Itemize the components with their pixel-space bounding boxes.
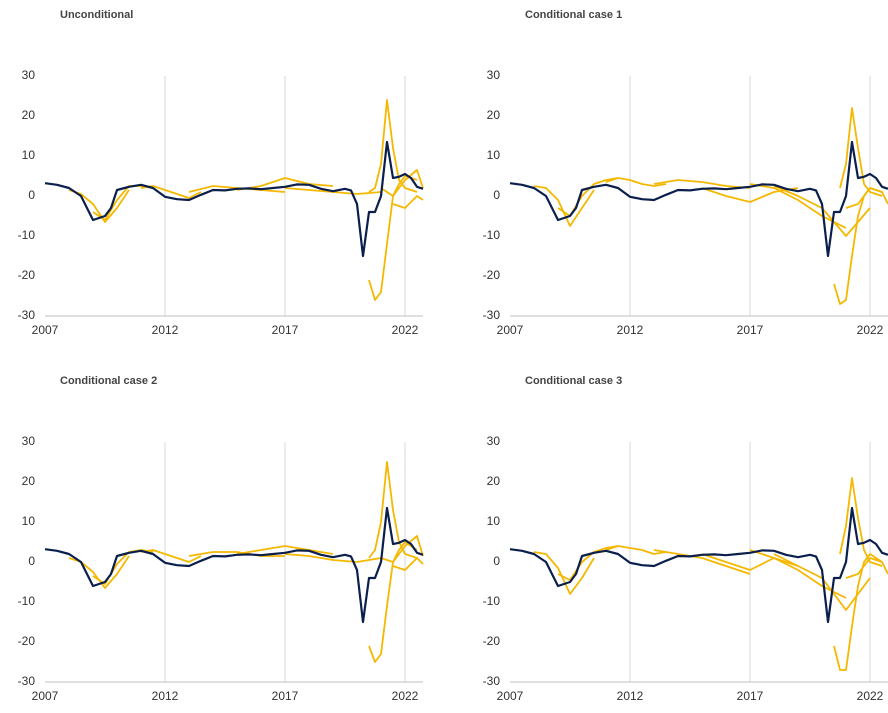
y-tick-label: 20 (487, 108, 501, 122)
series-line (368, 541, 418, 663)
y-tick-label: -30 (18, 308, 36, 322)
x-tick-label: 2012 (152, 689, 179, 703)
series-line (368, 175, 418, 301)
series-line (833, 553, 883, 671)
series-line (509, 140, 888, 258)
y-tick-label: 30 (22, 68, 36, 82)
series-line (509, 506, 888, 624)
series-line (44, 506, 424, 624)
x-tick-label: 2017 (737, 689, 764, 703)
series-line (368, 99, 418, 193)
series-line (557, 545, 619, 581)
y-tick-label: 20 (22, 474, 36, 488)
series-line (368, 461, 418, 559)
y-tick-label: 30 (22, 434, 36, 448)
x-tick-label: 2022 (857, 323, 884, 337)
series-line (92, 185, 154, 221)
y-tick-label: 10 (487, 514, 501, 528)
series-line (557, 177, 619, 217)
y-tick-label: -20 (483, 268, 501, 282)
y-tick-label: 20 (487, 474, 501, 488)
panel-title: Unconditional (60, 9, 133, 21)
series-line (653, 179, 751, 189)
x-tick-label: 2017 (272, 689, 299, 703)
series-line (188, 551, 285, 557)
x-tick-label: 2017 (272, 323, 299, 337)
series-line (236, 545, 334, 555)
x-tick-label: 2022 (392, 323, 419, 337)
x-tick-label: 2007 (32, 323, 59, 337)
y-tick-label: -10 (483, 228, 501, 242)
x-tick-label: 2007 (497, 323, 524, 337)
y-tick-label: -10 (18, 594, 36, 608)
y-tick-label: 0 (28, 554, 35, 568)
y-tick-label: -30 (18, 674, 36, 688)
x-tick-label: 2012 (617, 323, 644, 337)
y-tick-label: -20 (483, 634, 501, 648)
series-line (845, 187, 888, 209)
panel-title: Conditional case 1 (525, 9, 622, 21)
x-tick-label: 2012 (152, 323, 179, 337)
y-tick-label: -30 (483, 674, 501, 688)
y-tick-label: -20 (18, 634, 36, 648)
series-line (839, 107, 883, 197)
y-tick-label: 30 (487, 434, 501, 448)
panel-title: Conditional case 3 (525, 375, 622, 387)
series-line (68, 189, 130, 223)
series-line (533, 551, 595, 595)
series-line (44, 140, 424, 258)
y-tick-label: 0 (28, 188, 35, 202)
x-tick-label: 2017 (737, 323, 764, 337)
y-tick-label: -30 (483, 308, 501, 322)
series-line (833, 187, 883, 305)
x-tick-label: 2022 (392, 689, 419, 703)
series-line (749, 183, 847, 229)
series-line (236, 177, 334, 191)
series-line (380, 169, 424, 197)
x-tick-label: 2007 (497, 689, 524, 703)
y-tick-label: -10 (483, 594, 501, 608)
y-tick-label: -20 (18, 268, 36, 282)
y-tick-label: 30 (487, 68, 501, 82)
series-line (701, 187, 799, 203)
series-line (839, 477, 883, 567)
series-line (140, 549, 202, 563)
series-line (845, 557, 888, 579)
series-line (605, 177, 667, 187)
series-line (701, 553, 799, 571)
y-tick-label: 20 (22, 108, 36, 122)
y-tick-label: 10 (22, 148, 36, 162)
y-tick-label: 0 (493, 554, 500, 568)
series-line (653, 549, 751, 575)
series-line (605, 545, 667, 555)
panel-title: Conditional case 2 (60, 375, 157, 387)
series-line (380, 535, 424, 563)
series-line (284, 553, 382, 563)
x-tick-label: 2012 (617, 689, 644, 703)
x-tick-label: 2007 (32, 689, 59, 703)
y-tick-label: 0 (493, 188, 500, 202)
x-tick-label: 2022 (857, 689, 884, 703)
y-tick-label: 10 (22, 514, 36, 528)
series-line (392, 557, 424, 571)
y-tick-label: -10 (18, 228, 36, 242)
series-line (392, 195, 424, 209)
y-tick-label: 10 (487, 148, 501, 162)
